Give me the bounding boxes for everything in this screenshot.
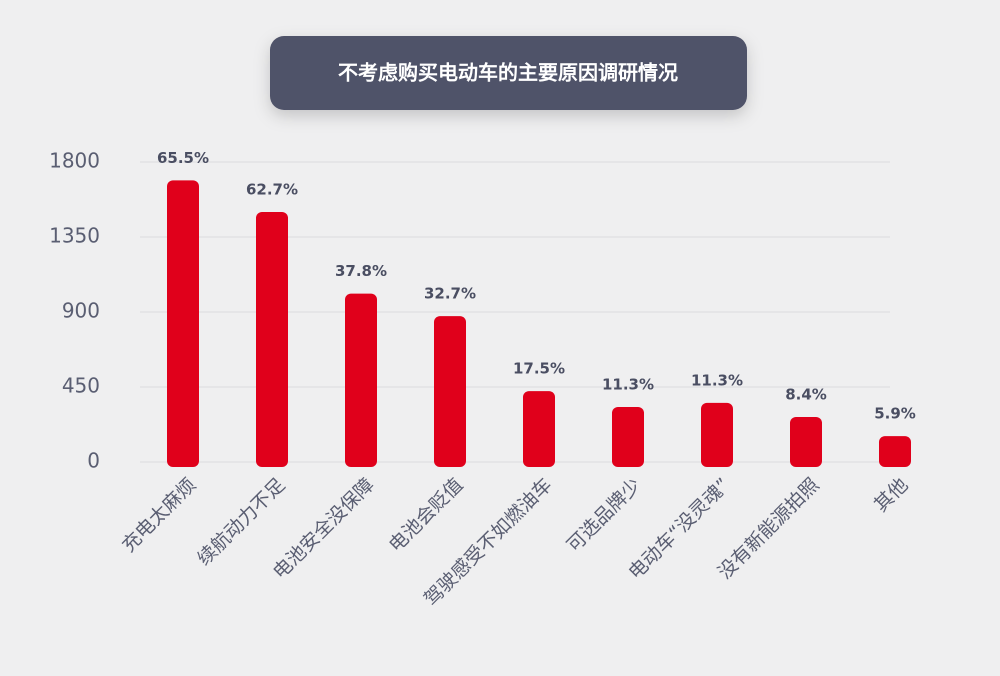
bar xyxy=(345,293,377,467)
bar xyxy=(790,417,822,467)
x-tick-label: 充电太麻烦 xyxy=(118,474,201,557)
bar xyxy=(612,407,644,467)
value-label: 11.3% xyxy=(691,371,743,389)
x-tick-label: 其他 xyxy=(870,474,912,516)
bar xyxy=(167,180,199,468)
x-tick-label: 电池会贬值 xyxy=(385,474,468,557)
y-tick-label: 1350 xyxy=(49,224,100,248)
value-label: 11.3% xyxy=(602,376,654,394)
bar xyxy=(523,391,555,467)
x-tick-label: 续航动力不足 xyxy=(193,474,289,570)
y-tick-label: 0 xyxy=(87,449,100,473)
y-tick-label: 900 xyxy=(62,299,100,323)
value-label: 62.7% xyxy=(246,181,298,199)
value-label: 37.8% xyxy=(335,262,387,280)
value-label: 5.9% xyxy=(874,405,916,423)
bar xyxy=(256,212,288,467)
value-label: 8.4% xyxy=(785,386,827,404)
bar xyxy=(879,436,911,467)
chart-title: 不考虑购买电动车的主要原因调研情况 xyxy=(338,61,678,85)
bar xyxy=(701,402,733,467)
y-tick-label: 450 xyxy=(62,374,100,398)
value-label: 32.7% xyxy=(424,285,476,303)
y-tick-label: 1800 xyxy=(49,149,100,173)
value-label: 17.5% xyxy=(513,360,565,378)
title-box xyxy=(270,36,747,110)
bar xyxy=(434,316,466,467)
x-tick-label: 可选品牌少 xyxy=(563,474,646,557)
value-label: 65.5% xyxy=(157,149,209,167)
